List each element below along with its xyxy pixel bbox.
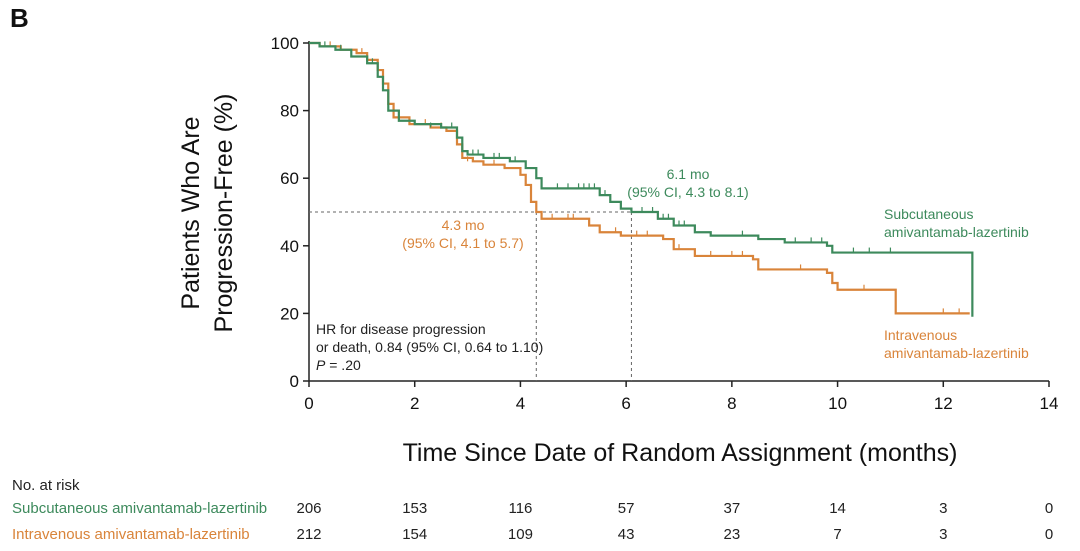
km-curve-subcutaneous (309, 41, 974, 317)
chart-labels: Patients Who Are Progression-Free (%) Ti… (177, 94, 1029, 467)
y-tick-label: 40 (280, 237, 299, 256)
y-axis-label-line1: Patients Who Are (177, 116, 205, 309)
risk-row: Intravenous amivantamab-lazertinib 212 154… (0, 526, 1080, 546)
sc-legend-line1: Subcutaneous (884, 206, 974, 222)
hr-annotation-line1: HR for disease progression (316, 321, 486, 337)
axes: 0 20 40 60 80 100 0 2 4 6 8 10 12 14 (271, 34, 1059, 413)
risk-value: 206 (296, 500, 322, 517)
sc-legend-line2: amivantamab-lazertinib (884, 224, 1029, 240)
iv-median-label: 4.3 mo (442, 217, 485, 233)
y-axis-label-line2: Progression-Free (%) (210, 94, 238, 333)
iv-legend-line2: amivantamab-lazertinib (884, 345, 1029, 361)
median-reference-lines (309, 211, 632, 381)
risk-value: 154 (402, 526, 428, 543)
y-tick-label: 80 (280, 102, 299, 121)
y-tick-label: 0 (290, 372, 299, 391)
p-value: P = .20 (316, 357, 361, 373)
x-tick-label: 10 (828, 394, 847, 413)
risk-value: 3 (939, 526, 948, 543)
risk-row: Subcutaneous amivantamab-lazertinib 206 15… (0, 500, 1080, 520)
y-tick-label: 20 (280, 304, 299, 323)
p-value-text: = .20 (325, 357, 361, 373)
risk-table-title: No. at risk (12, 477, 80, 494)
y-tick-label: 100 (271, 34, 299, 53)
p-value-label: P (316, 357, 326, 373)
risk-value: 153 (402, 500, 428, 517)
x-tick-label: 4 (516, 394, 525, 413)
risk-row-label: Intravenous amivantamab-lazertinib (12, 526, 250, 543)
x-tick-label: 2 (410, 394, 419, 413)
risk-value: 57 (617, 500, 635, 517)
survival-curves (309, 41, 974, 317)
sc-median-ci: (95% CI, 4.3 to 8.1) (627, 184, 748, 200)
risk-value: 7 (833, 526, 842, 543)
hr-annotation-line2: or death, 0.84 (95% CI, 0.64 to 1.10) (316, 339, 543, 355)
x-tick-label: 14 (1040, 394, 1059, 413)
y-tick-label: 60 (280, 169, 299, 188)
x-axis-label: Time Since Date of Random Assignment (mo… (403, 439, 958, 467)
x-tick-label: 0 (304, 394, 313, 413)
km-chart: B 0 20 40 60 80 100 0 2 4 6 8 10 12 14 Patients Who A… (10, 3, 1059, 467)
x-tick-label: 8 (727, 394, 736, 413)
sc-median-label: 6.1 mo (667, 166, 710, 182)
iv-legend-line1: Intravenous (884, 327, 957, 343)
km-curve-intravenous (309, 41, 970, 315)
risk-value: 14 (829, 500, 846, 517)
risk-value: 0 (1044, 500, 1054, 517)
risk-value: 43 (617, 526, 635, 543)
risk-value: 3 (939, 500, 948, 517)
risk-value: 212 (296, 526, 322, 543)
risk-value: 23 (723, 526, 741, 543)
iv-median-ci: (95% CI, 4.1 to 5.7) (402, 235, 523, 251)
risk-value: 116 (508, 500, 533, 517)
panel-label: B (10, 3, 29, 33)
risk-value: 109 (507, 526, 533, 543)
risk-value: 0 (1044, 526, 1054, 543)
risk-value: 37 (723, 500, 741, 517)
x-tick-label: 12 (934, 394, 953, 413)
x-tick-label: 6 (621, 394, 630, 413)
risk-row-label: Subcutaneous amivantamab-lazertinib (12, 500, 268, 517)
